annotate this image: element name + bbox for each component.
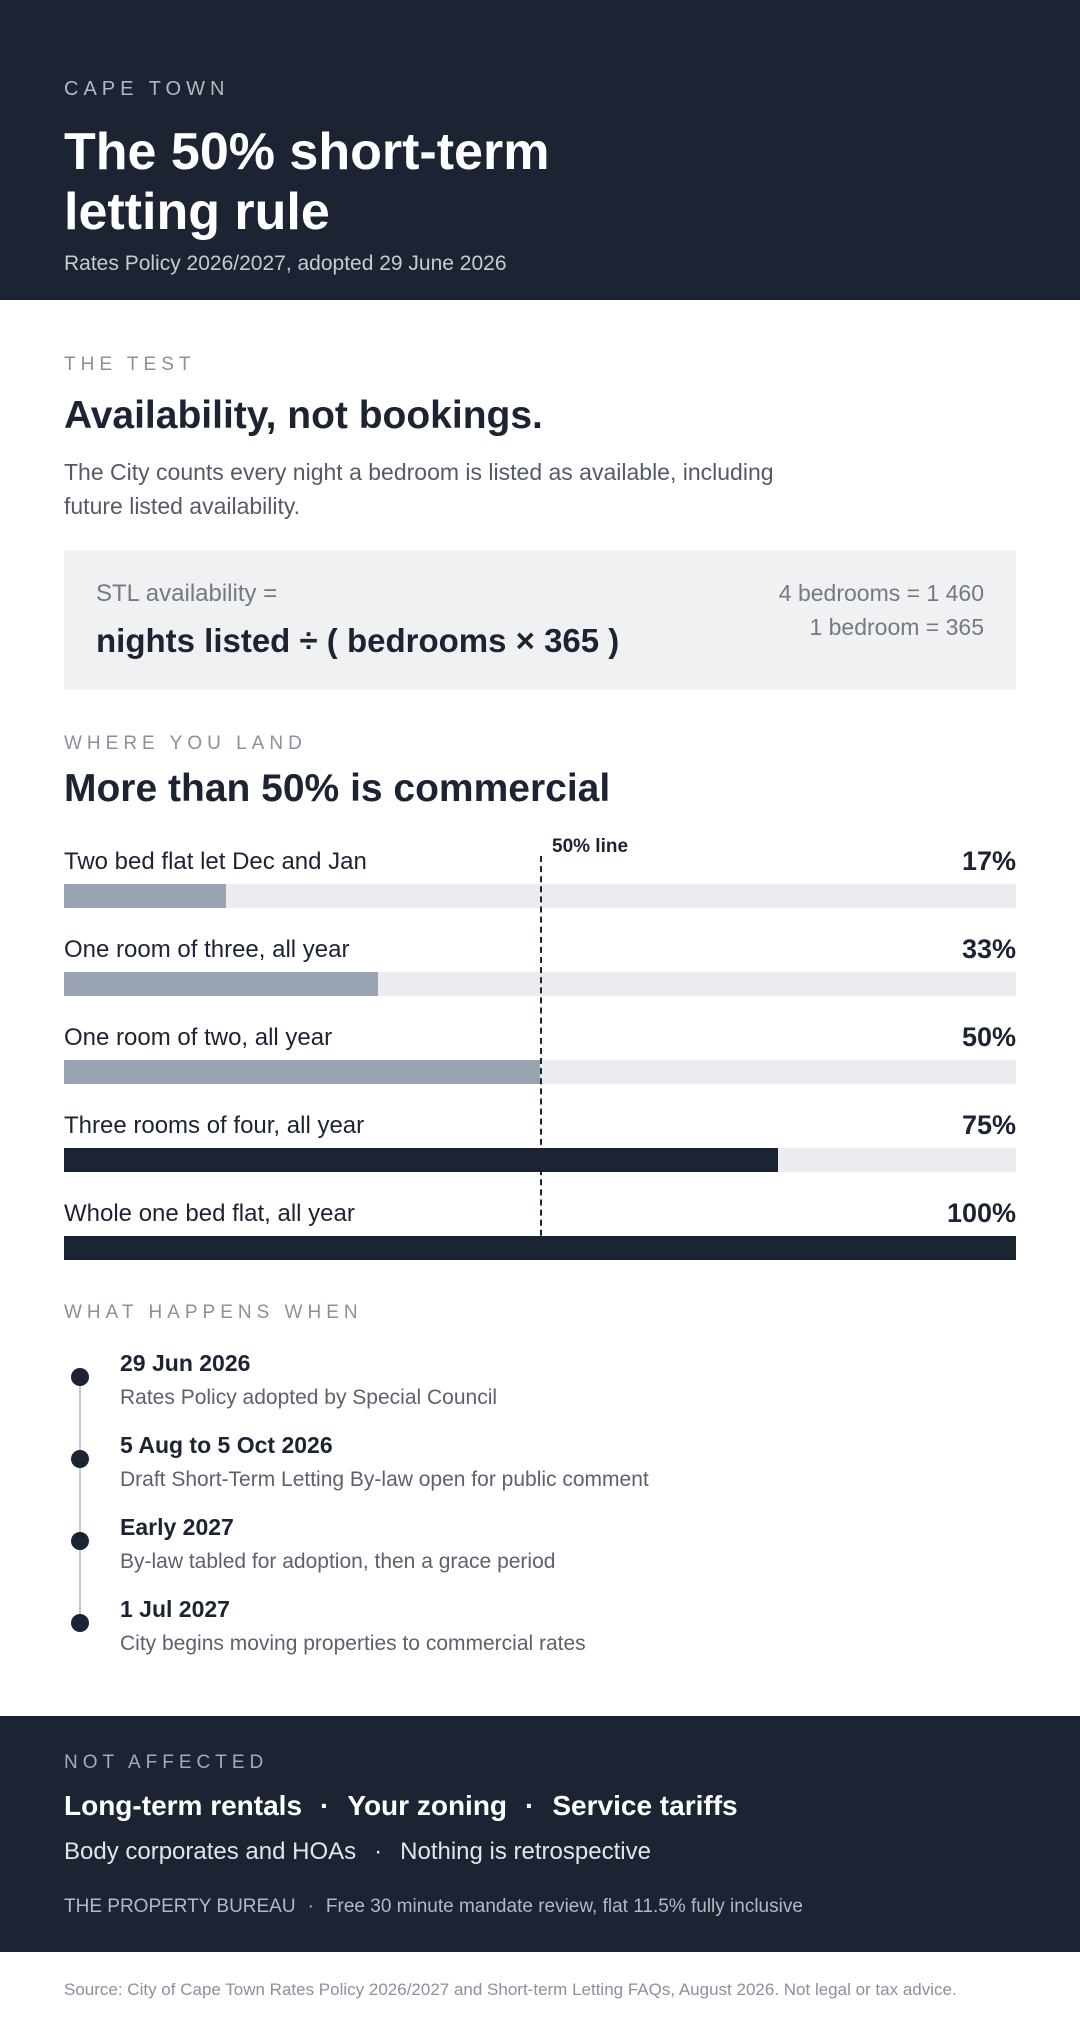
fifty-percent-threshold-line bbox=[540, 856, 542, 1256]
timeline-description: Rates Policy adopted by Special Council bbox=[120, 1386, 498, 1409]
formula-label: STL availability = bbox=[96, 580, 278, 607]
hero-banner: CAPE TOWN The 50% short-term letting rul… bbox=[0, 0, 1080, 300]
timeline: 29 Jun 2026 Rates Policy adopted by Spec… bbox=[64, 1350, 1016, 1670]
bar-fill bbox=[64, 972, 378, 996]
brand-line: THE PROPERTY BUREAU · Free 30 minute manda… bbox=[64, 1896, 803, 1918]
separator-dot: · bbox=[320, 1790, 330, 1821]
separator-dot: · bbox=[374, 1838, 383, 1865]
separator-dot: · bbox=[525, 1790, 535, 1821]
bar-fill bbox=[64, 884, 226, 908]
bar-track bbox=[64, 1148, 1016, 1172]
source-note: Source: City of Cape Town Rates Policy 2… bbox=[64, 1980, 957, 1999]
timeline-item: 5 Aug to 5 Oct 2026 Draft Short-Term Let… bbox=[64, 1432, 1016, 1512]
timeline-dot-icon bbox=[71, 1368, 89, 1386]
not-affected-item: Long-term rentals bbox=[64, 1790, 303, 1821]
bar-row: Two bed flat let Dec and Jan 17% bbox=[64, 836, 1016, 908]
availability-bars: Two bed flat let Dec and Jan 17% One roo… bbox=[64, 836, 1016, 1260]
timeline-item: Early 2027 By-law tabled for adoption, t… bbox=[64, 1514, 1016, 1594]
bar-percent: 100% bbox=[946, 1198, 1016, 1228]
timeline-description: Draft Short-Term Letting By-law open for… bbox=[120, 1468, 649, 1491]
bar-percent: 17% bbox=[961, 846, 1016, 876]
not-affected-item: Body corporates and HOAs bbox=[64, 1838, 357, 1865]
not-affected-primary: Long-term rentals · Your zoning · Service ta… bbox=[64, 1790, 738, 1822]
bar-fill bbox=[64, 1060, 540, 1084]
bar-fill bbox=[64, 1148, 778, 1172]
formula-panel: STL availability = nights listed ÷ ( bed… bbox=[64, 550, 1016, 690]
not-affected-panel: NOT AFFECTED Long-term rentals · Your zoni… bbox=[0, 1716, 1080, 1952]
bar-percent: 75% bbox=[961, 1110, 1016, 1140]
timeline-description: By-law tabled for adoption, then a grace… bbox=[120, 1550, 556, 1573]
timeline-date: 5 Aug to 5 Oct 2026 bbox=[120, 1432, 333, 1458]
bar-percent: 50% bbox=[961, 1022, 1016, 1052]
not-affected-item: Service tariffs bbox=[552, 1790, 738, 1821]
bar-label: One room of three, all year bbox=[64, 936, 350, 963]
timeline-date: 29 Jun 2026 bbox=[120, 1350, 251, 1376]
page-subtitle: Rates Policy 2026/2027, adopted 29 June … bbox=[64, 252, 507, 275]
bar-row: Three rooms of four, all year 75% bbox=[64, 1100, 1016, 1172]
test-lead: The City counts every night a bedroom is… bbox=[64, 459, 774, 519]
timeline-description: City begins moving properties to commerc… bbox=[120, 1632, 586, 1655]
bar-row: One room of three, all year 33% bbox=[64, 924, 1016, 996]
test-eyebrow: THE TEST bbox=[64, 354, 196, 375]
brand-name: THE PROPERTY BUREAU bbox=[64, 1896, 296, 1917]
timeline-date: Early 2027 bbox=[120, 1514, 234, 1540]
page-title: The 50% short-term letting rule bbox=[64, 123, 550, 241]
timeline-item: 29 Jun 2026 Rates Policy adopted by Spec… bbox=[64, 1350, 1016, 1430]
bar-label: Whole one bed flat, all year bbox=[64, 1200, 355, 1227]
bar-label: Three rooms of four, all year bbox=[64, 1112, 365, 1139]
land-heading: More than 50% is commercial bbox=[64, 767, 611, 810]
bar-row: One room of two, all year 50% bbox=[64, 1012, 1016, 1084]
timeline-connector bbox=[79, 1378, 81, 1624]
timeline-item: 1 Jul 2027 City begins moving properties… bbox=[64, 1596, 1016, 1676]
timeline-dot-icon bbox=[71, 1532, 89, 1550]
not-affected-item: Your zoning bbox=[347, 1790, 508, 1821]
bar-label: Two bed flat let Dec and Jan bbox=[64, 848, 367, 875]
city-eyebrow: CAPE TOWN bbox=[64, 78, 230, 100]
land-eyebrow: WHERE YOU LAND bbox=[64, 733, 307, 754]
bar-label: One room of two, all year bbox=[64, 1024, 333, 1051]
not-affected-item: Nothing is retrospective bbox=[400, 1838, 651, 1865]
bar-percent: 33% bbox=[961, 934, 1016, 964]
timeline-eyebrow: WHAT HAPPENS WHEN bbox=[64, 1302, 363, 1323]
not-affected-eyebrow: NOT AFFECTED bbox=[64, 1752, 269, 1773]
formula-expression: nights listed ÷ ( bedrooms × 365 ) bbox=[96, 622, 620, 659]
formula-note-four-bedrooms: 4 bedrooms = 1 460 bbox=[778, 580, 984, 606]
brand-offer: Free 30 minute mandate review, flat 11.5… bbox=[325, 1896, 803, 1917]
timeline-dot-icon bbox=[71, 1450, 89, 1468]
timeline-dot-icon bbox=[71, 1614, 89, 1632]
fifty-percent-line-label: 50% line bbox=[552, 836, 629, 857]
formula-note-one-bedroom: 1 bedroom = 365 bbox=[809, 614, 984, 640]
separator-dot: · bbox=[307, 1896, 314, 1917]
not-affected-secondary: Body corporates and HOAs · Nothing is retr… bbox=[64, 1838, 651, 1866]
timeline-date: 1 Jul 2027 bbox=[120, 1596, 230, 1622]
test-heading: Availability, not bookings. bbox=[64, 394, 543, 437]
